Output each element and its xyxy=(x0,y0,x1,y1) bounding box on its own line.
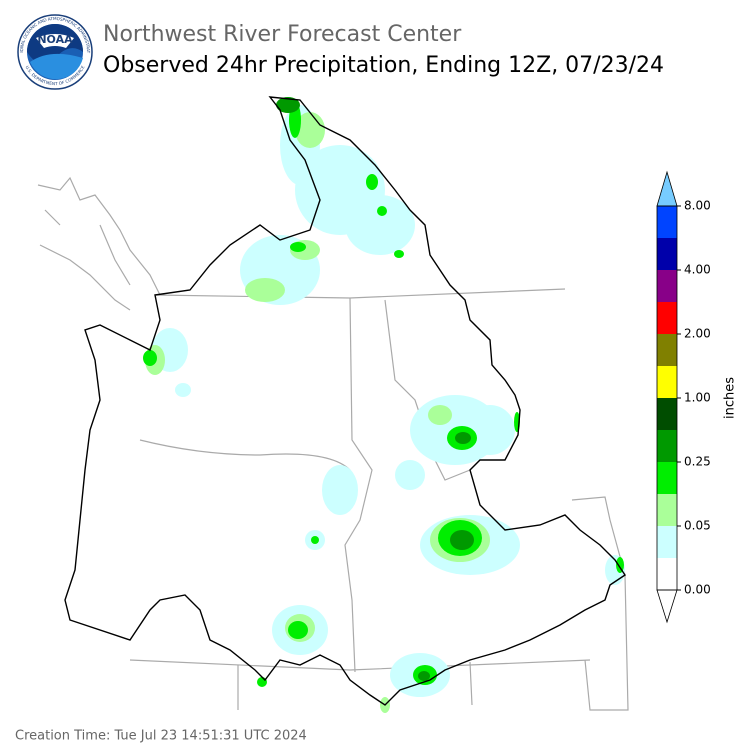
colorbar-tick-label: 2.00 xyxy=(684,327,711,341)
basin-outline xyxy=(64,96,626,706)
state-lines xyxy=(37,176,629,711)
colorbar: 0.00 0.05 0.25 1.00 2.00 4.00 8.00 xyxy=(656,170,711,624)
precip-light xyxy=(152,105,625,697)
colorbar-bin xyxy=(657,238,677,270)
colorbar-bin xyxy=(657,398,677,430)
colorbar-over xyxy=(656,170,678,207)
colorbar-bin xyxy=(657,270,677,302)
colorbar-bin xyxy=(657,366,677,398)
logo-text: NOAA xyxy=(37,33,73,46)
colorbar-label: inches xyxy=(723,377,738,419)
colorbar-tick-label: 8.00 xyxy=(684,199,711,213)
colorbar-under xyxy=(656,589,678,624)
colorbar-bin xyxy=(657,334,677,366)
title: Northwest River Forecast Center xyxy=(103,22,462,47)
colorbar-bin xyxy=(657,494,677,526)
colorbar-bin xyxy=(657,526,677,558)
map xyxy=(37,96,629,713)
colorbar-bin xyxy=(657,206,677,238)
colorbar-bin xyxy=(657,558,677,590)
creation-time: Creation Time: Tue Jul 23 14:51:31 UTC 2… xyxy=(15,729,307,744)
colorbar-tick-label: 4.00 xyxy=(684,263,711,277)
colorbar-bin xyxy=(657,462,677,494)
colorbar-bin xyxy=(657,430,677,462)
subtitle: Observed 24hr Precipitation, Ending 12Z,… xyxy=(103,53,664,78)
colorbar-tick-label: 1.00 xyxy=(684,391,711,405)
colorbar-tick-label: 0.25 xyxy=(684,455,711,469)
colorbar-bin xyxy=(657,302,677,334)
colorbar-tick-label: 0.05 xyxy=(684,519,711,533)
precip-very-heavy xyxy=(276,97,474,681)
noaa-logo: NATIONAL OCEANIC AND ATMOSPHERIC ADMINIS… xyxy=(0,0,93,90)
colorbar-tick-label: 0.00 xyxy=(684,583,711,597)
